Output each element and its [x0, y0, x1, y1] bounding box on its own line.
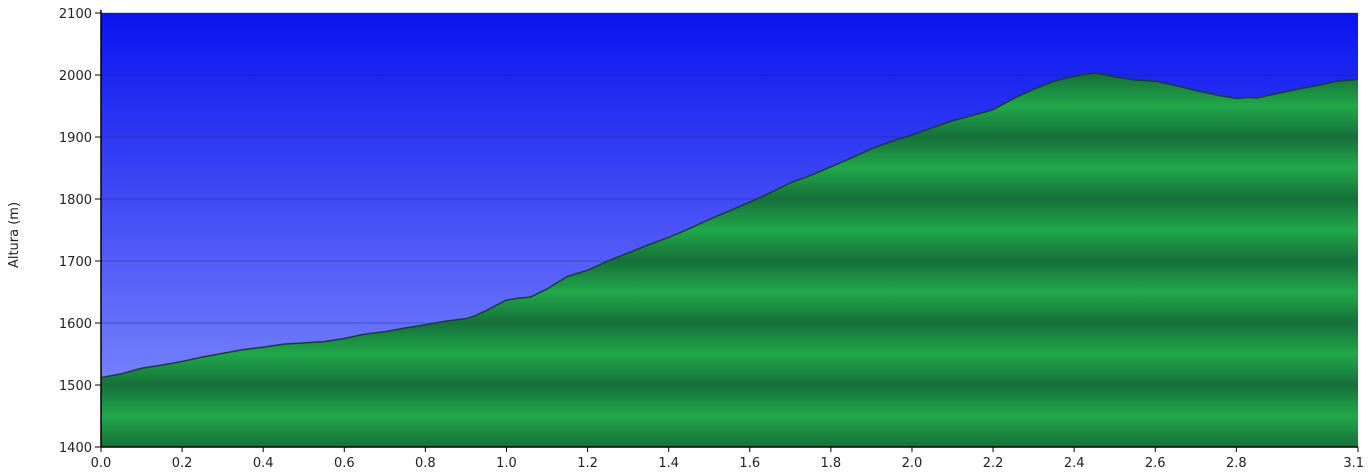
y-tick-label: 2000 — [59, 69, 92, 84]
x-tick-label: 2.0 — [902, 456, 923, 471]
x-tick-label: 1.0 — [496, 456, 517, 471]
x-tick-label: 1.6 — [739, 456, 760, 471]
x-tick-label: 1.4 — [658, 456, 679, 471]
x-tick-label: 1.8 — [821, 456, 842, 471]
x-tick-label: 0.6 — [334, 456, 355, 471]
x-tick-label: 0.0 — [91, 456, 112, 471]
y-axis-title: Altura (m) — [7, 202, 22, 268]
y-tick-label: 1800 — [59, 193, 92, 208]
elevation-line — [100, 72, 1359, 379]
axes — [100, 10, 1358, 448]
x-tick-label: 2.6 — [1145, 456, 1166, 471]
x-tick-label: 2.4 — [1064, 456, 1085, 471]
elevation-area — [101, 73, 1358, 447]
x-tick-label: 0.2 — [172, 456, 193, 471]
y-tick-label: 1900 — [59, 131, 92, 146]
y-axis-ticks: 1400 1500 1600 1700 1800 1900 2000 2100 — [59, 7, 101, 456]
x-tick-label: 0.8 — [415, 456, 436, 471]
x-tick-label: 2.2 — [983, 456, 1004, 471]
x-axis-ticks: 0.0 0.2 0.4 0.6 0.8 1.0 1.2 1.4 1.6 1.8 2.0 2.2 2.4 2… — [91, 447, 1364, 471]
x-tick-label: 0.4 — [253, 456, 274, 471]
x-tick-label: 1.2 — [577, 456, 598, 471]
y-tick-label: 1400 — [59, 441, 92, 456]
y-tick-label: 1700 — [59, 255, 92, 270]
y-tick-label: 2100 — [59, 7, 92, 22]
x-tick-label: 2.8 — [1226, 456, 1247, 471]
y-tick-label: 1500 — [59, 379, 92, 394]
y-tick-label: 1600 — [59, 317, 92, 332]
x-tick-label: 3.1 — [1343, 456, 1364, 471]
